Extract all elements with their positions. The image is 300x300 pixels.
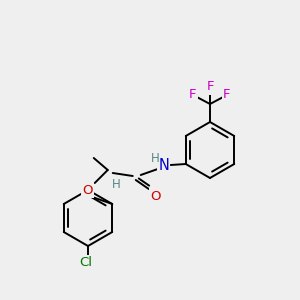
Text: F: F — [223, 88, 231, 101]
Text: O: O — [82, 184, 93, 196]
Text: F: F — [206, 80, 214, 94]
Text: O: O — [151, 190, 161, 202]
Text: Cl: Cl — [80, 256, 92, 269]
Text: N: N — [158, 158, 169, 173]
Text: H: H — [150, 152, 159, 164]
Text: H: H — [111, 178, 120, 190]
Text: F: F — [189, 88, 197, 101]
